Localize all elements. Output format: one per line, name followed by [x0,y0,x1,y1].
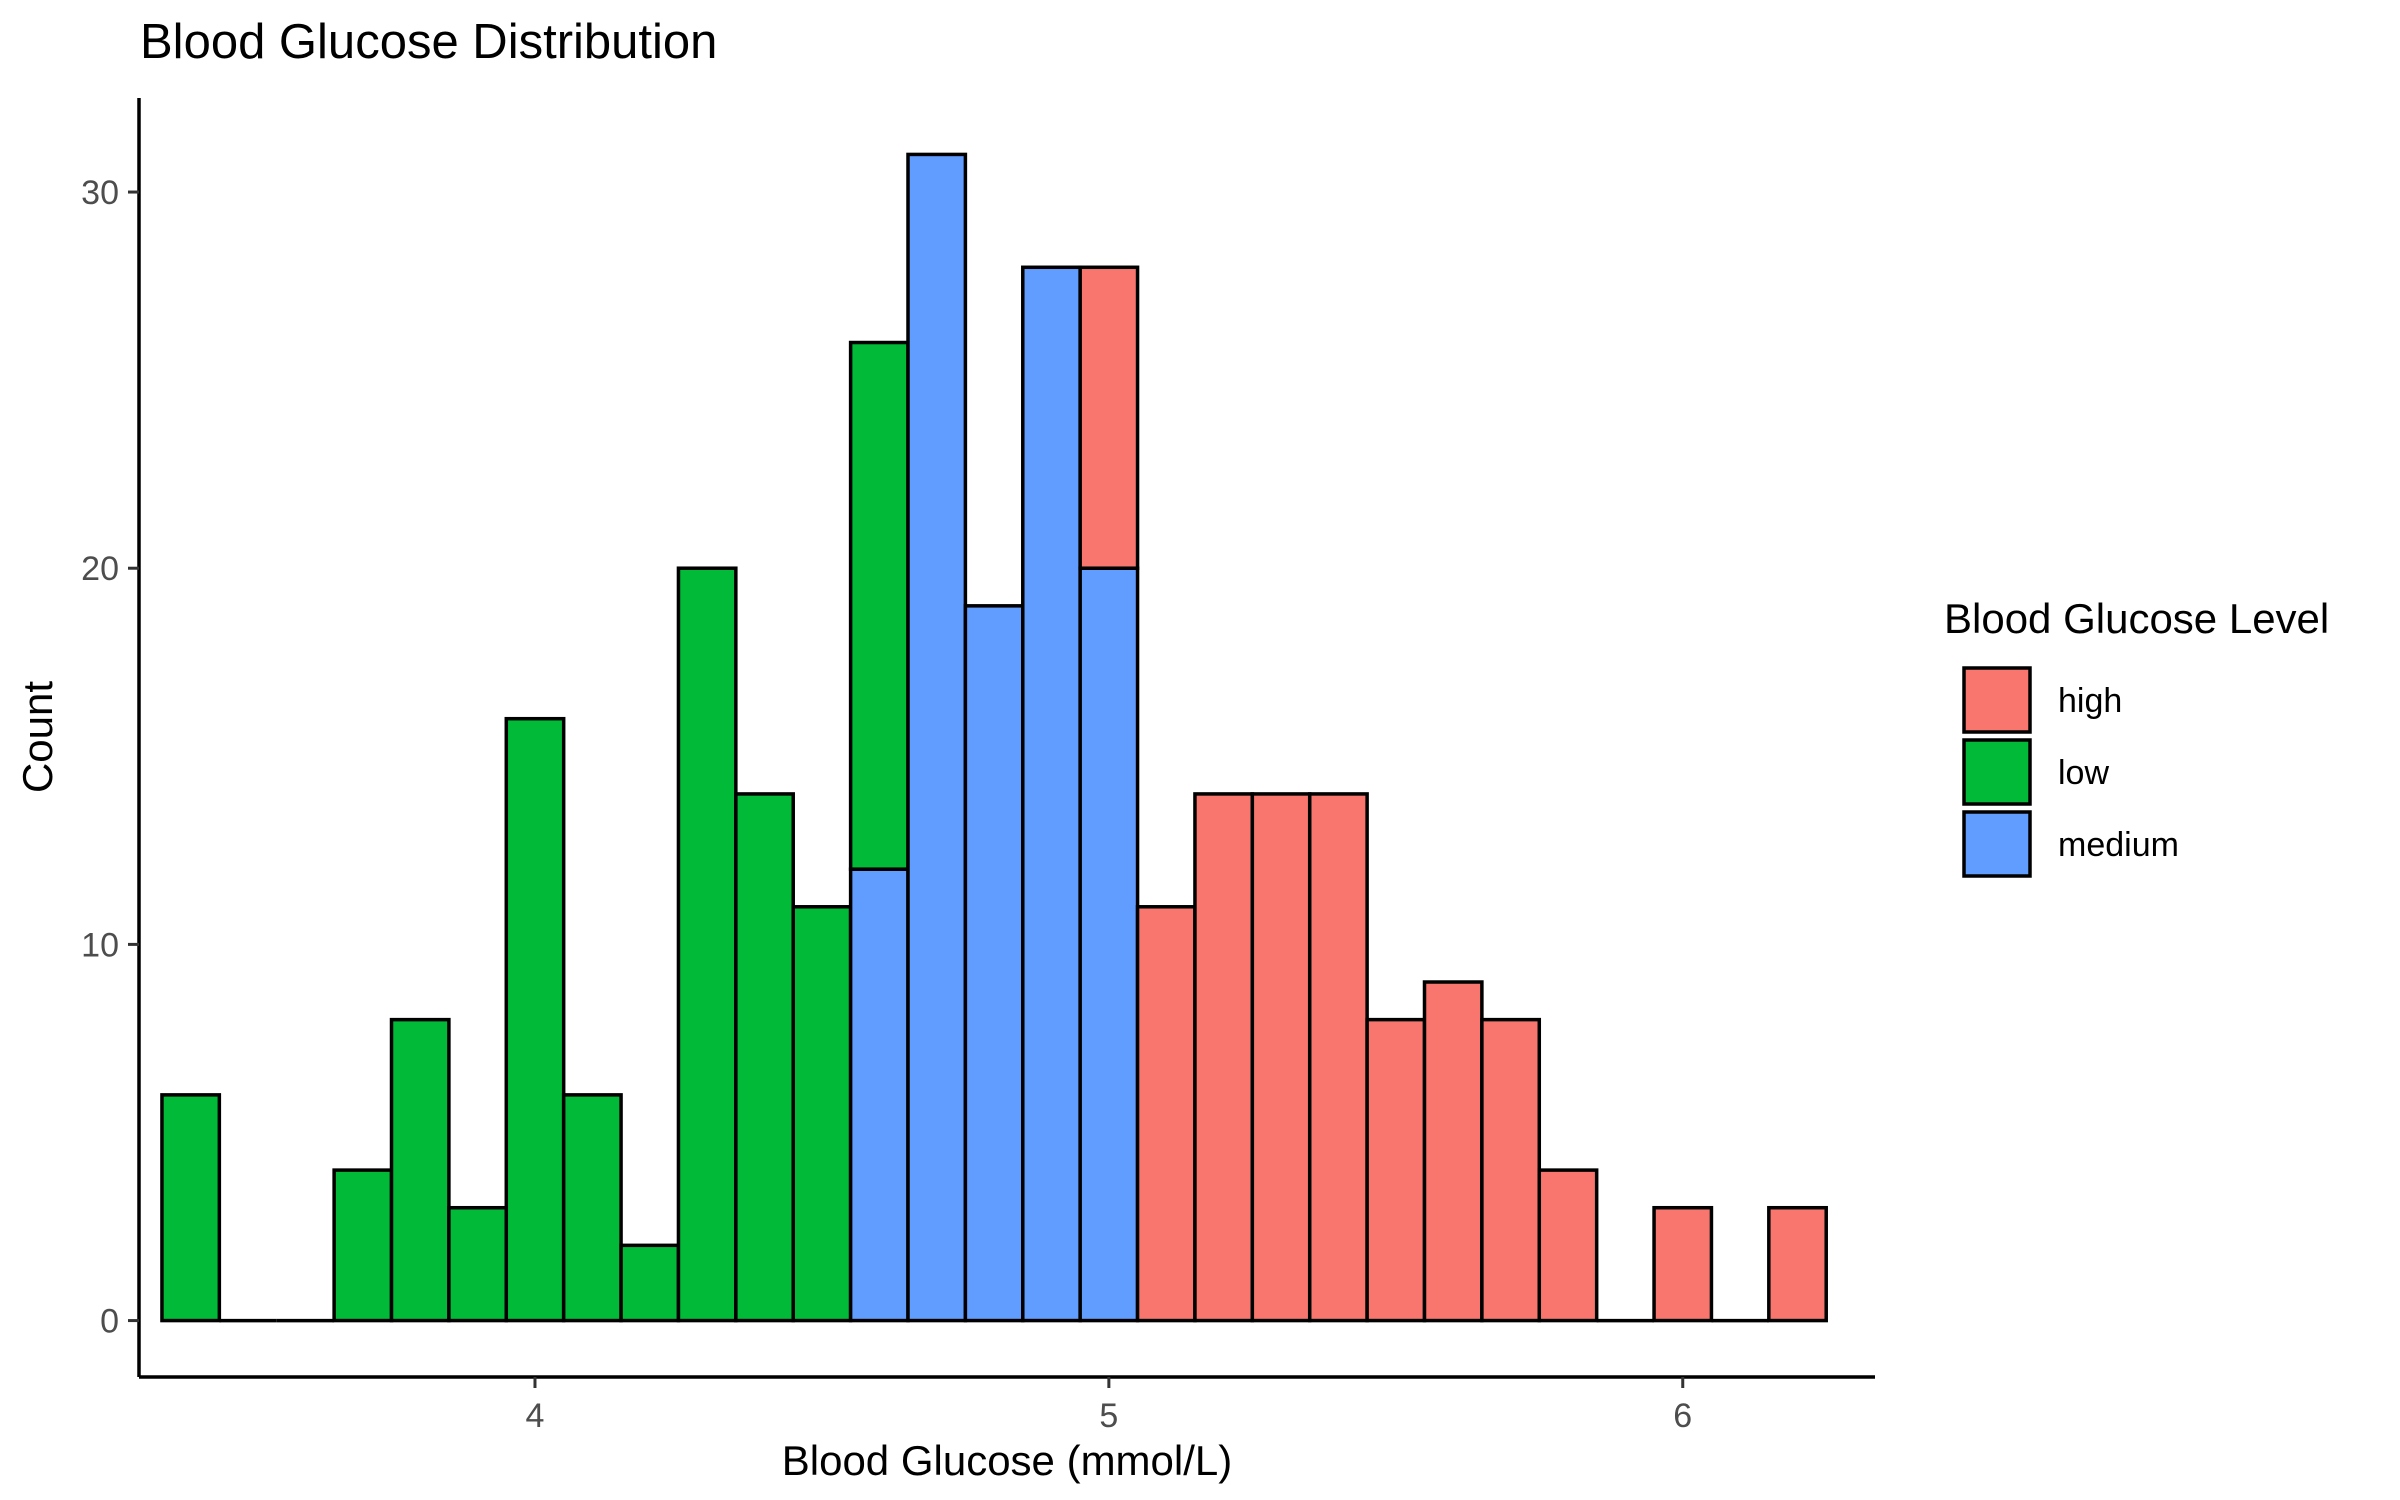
x-tick-label: 4 [526,1397,545,1435]
bar-medium-4.85 [1021,265,1082,1323]
bar-low-4.45 [791,905,853,1323]
bar-low-4.35 [734,792,795,1323]
bar-high-6.15 [1767,1205,1828,1323]
bar-medium-4.65 [906,152,968,1323]
bar-high-5.15 [1193,792,1255,1323]
bar-low-3.75 [389,1017,451,1323]
bar-low-3.95 [504,716,566,1323]
y-tick-label: 30 [81,174,119,212]
bar-low-3.35 [160,1093,222,1323]
legend-key-high [1962,666,2032,734]
bar-high-5.95 [1652,1205,1714,1323]
bar-high-5.45 [1365,1017,1427,1323]
legend-title: Blood Glucose Level [1944,595,2329,642]
bar-medium-4.55 [848,867,910,1323]
y-ticks-group: 0 10 20 30 [81,174,139,1341]
legend: Blood Glucose Level high low medium [1944,595,2329,878]
y-tick-label: 20 [81,550,119,588]
bar-low-4.05 [561,1093,623,1323]
y-tick-label: 10 [81,926,119,964]
bar-high-5.05 [1135,905,1197,1323]
bar-low-4.55 [848,340,910,871]
bar-low-4.15 [619,1243,681,1323]
chart-title: Blood Glucose Distribution [140,15,717,69]
x-ticks-group: 4 5 6 [526,1377,1692,1435]
y-axis-title: Count [14,681,61,793]
legend-key-low [1962,738,2032,806]
legend-label-medium: medium [2058,826,2179,864]
bar-high-4.95 [1078,265,1140,570]
bar-low-3.65 [332,1168,394,1323]
legend-key-medium [1962,810,2032,878]
x-tick-label: 5 [1099,1397,1118,1435]
bar-high-5.55 [1422,980,1484,1323]
bar-high-5.25 [1250,792,1312,1323]
bar-medium-4.75 [963,604,1025,1323]
bar-high-5.65 [1480,1017,1542,1323]
y-tick-label: 0 [100,1303,119,1341]
x-tick-label: 6 [1673,1397,1692,1435]
legend-items: high low medium [1962,666,2179,878]
bar-low-4.25 [676,566,738,1323]
bars-group [160,152,1828,1323]
bar-low-3.85 [447,1205,509,1323]
x-axis-title: Blood Glucose (mmol/L) [782,1437,1233,1484]
legend-label-low: low [2058,754,2109,792]
bar-high-5.75 [1537,1168,1599,1323]
bar-high-5.35 [1307,792,1369,1323]
legend-label-high: high [2058,682,2122,720]
bar-medium-4.95 [1078,566,1140,1323]
